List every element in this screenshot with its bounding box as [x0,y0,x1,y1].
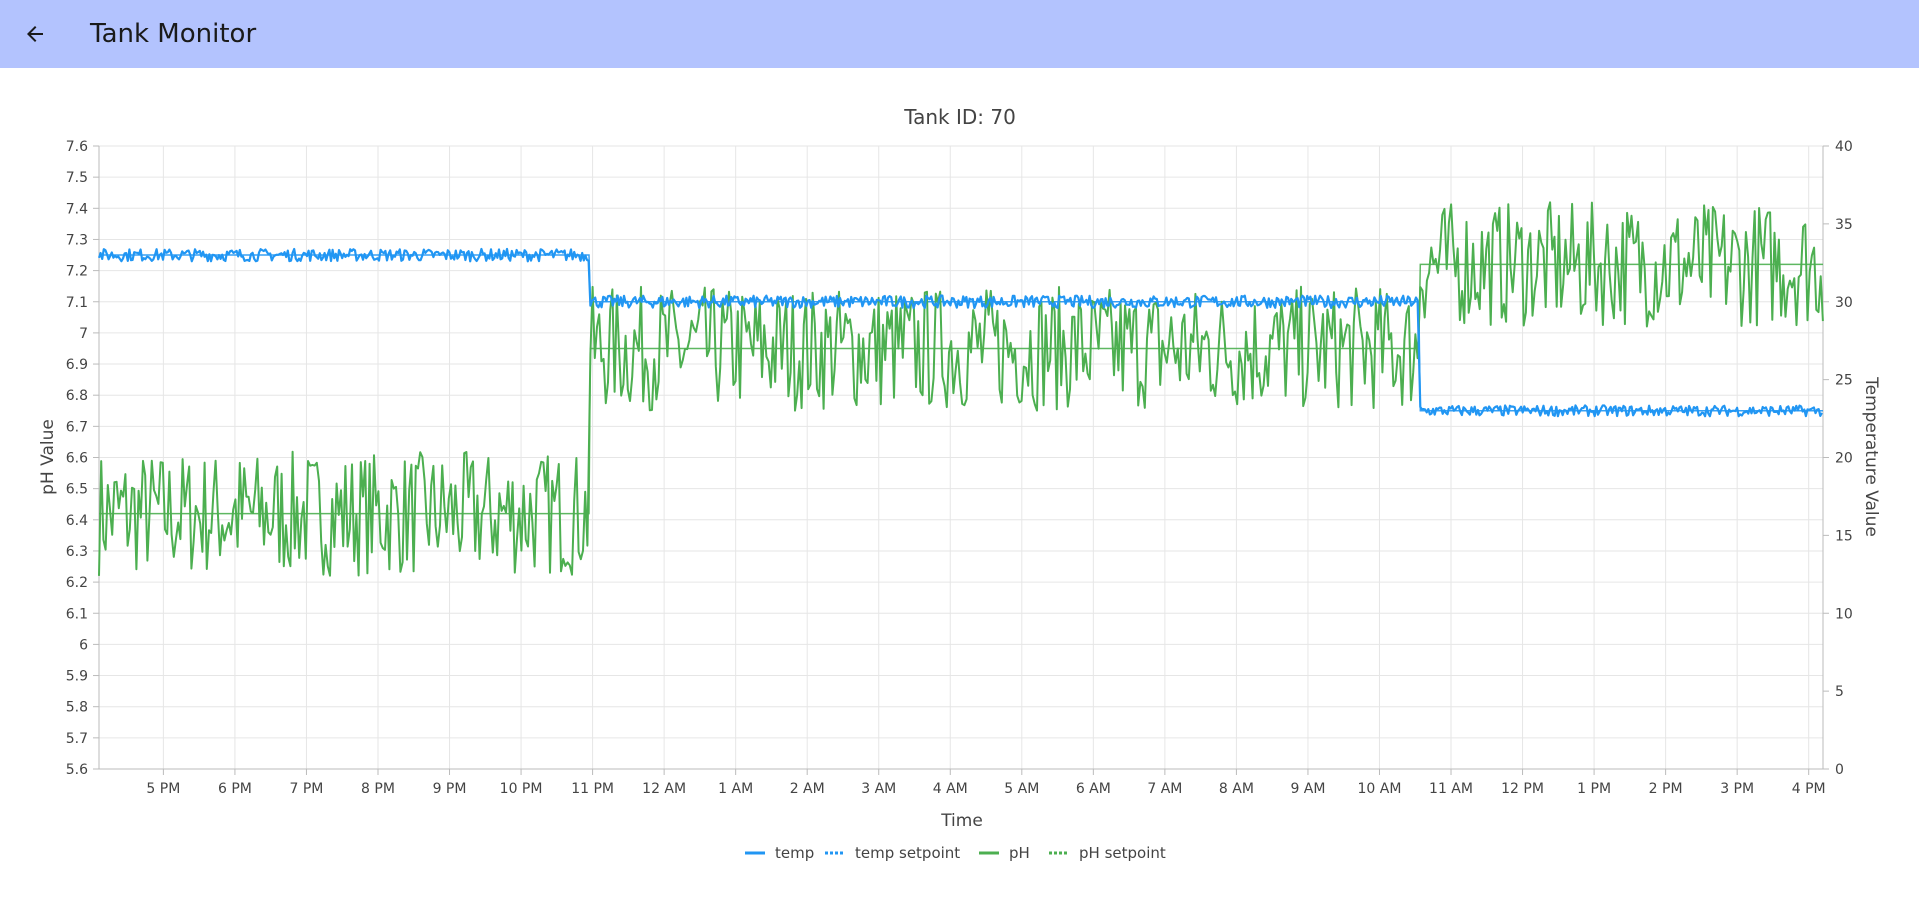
y-tick-label-left: 7.2 [66,264,88,280]
app-bar: Tank Monitor [0,0,1919,68]
chart-axes: 7.6 7.5 7.4 7.3 7.2 7.1 7 6.9 6.8 6.7 6.6 6.5 6.4 6.3… [66,139,1853,797]
y-tick-label-left: 7.4 [66,201,88,217]
x-tick-label: 1 AM [718,781,753,797]
y-tick-label-left: 7.3 [66,232,88,248]
y-tick-label-left: 7.6 [66,139,88,155]
x-tick-label: 9 PM [433,781,467,797]
legend-label: pH [1009,844,1030,862]
x-tick-label: 8 AM [1219,781,1254,797]
chart-title: Tank ID: 70 [903,105,1016,129]
x-tick-label: 4 AM [933,781,968,797]
x-tick-label: 11 PM [571,781,614,797]
tank-chart: Tank ID: 70 7.6 7.5 7.4 7.3 7.2 7.1 7 6.9 6.8 6.7… [38,105,1881,862]
chart-container: Tank ID: 70 7.6 7.5 7.4 7.3 7.2 7.1 7 6.9 6.8 6.7… [0,68,1919,904]
x-tick-label: 2 AM [790,781,825,797]
y-tick-label-left: 6.5 [66,482,88,498]
series-ph [98,201,1824,577]
x-tick-label: 7 PM [290,781,324,797]
y-tick-label-left: 6.7 [66,419,88,435]
x-tick-label: 5 PM [146,781,180,797]
x-tick-label: 12 AM [642,781,686,797]
series-ph-setpoint [99,263,1823,515]
y-tick-label-left: 6.9 [66,357,88,373]
x-tick-label: 11 AM [1429,781,1473,797]
x-tick-label: 3 PM [1720,781,1754,797]
legend-item-ph-setpoint: pH setpoint [1049,844,1166,862]
y-tick-label-right: 15 [1835,528,1853,544]
x-tick-label: 6 AM [1076,781,1111,797]
y-tick-label-left: 7.5 [66,170,88,186]
x-tick-label: 7 AM [1147,781,1182,797]
y-tick-label-left: 6.1 [66,606,88,622]
y-tick-label-right: 0 [1835,762,1844,778]
y-tick-label-right: 5 [1835,684,1844,700]
y-tick-label-left: 6.8 [66,388,88,404]
legend-label: temp [775,844,814,862]
x-tick-label: 3 AM [861,781,896,797]
series-temp [97,247,1823,418]
y-tick-label-left: 6.2 [66,575,88,591]
y-tick-label-right: 10 [1835,606,1853,622]
y-tick-label-left: 7 [79,326,88,342]
y-axis-label-right: Temperature Value [1861,376,1881,537]
x-tick-label: 12 PM [1501,781,1544,797]
page-title: Tank Monitor [90,19,257,49]
y-tick-label-left: 6.3 [66,544,88,560]
x-tick-label: 1 PM [1577,781,1611,797]
y-tick-label-left: 5.6 [66,762,88,778]
y-tick-label-left: 5.8 [66,700,88,716]
legend-item-temp: temp [745,844,814,862]
y-tick-label-left: 6.6 [66,451,88,467]
x-tick-label: 10 AM [1358,781,1402,797]
y-tick-label-left: 5.7 [66,731,88,747]
y-tick-label-left: 6.4 [66,513,88,529]
chart-series [97,201,1824,577]
back-button[interactable] [11,10,59,58]
x-axis-label: Time [940,811,983,831]
x-tick-label: 8 PM [361,781,395,797]
y-tick-label-left: 7.1 [66,295,88,311]
x-tick-label: 2 PM [1649,781,1683,797]
legend-item-ph: pH [979,844,1030,862]
y-tick-label-left: 5.9 [66,669,88,685]
x-tick-label: 10 PM [500,781,543,797]
x-tick-label: 9 AM [1290,781,1325,797]
y-tick-label-right: 20 [1835,451,1853,467]
legend-label: temp setpoint [855,844,960,862]
x-tick-label: 6 PM [218,781,252,797]
x-tick-label: 4 PM [1792,781,1826,797]
chart-legend: temp temp setpoint pH pH setpoint [745,844,1166,862]
y-tick-label-right: 35 [1835,217,1853,233]
y-tick-label-right: 30 [1835,295,1853,311]
y-tick-label-left: 6 [79,637,88,653]
arrow-left-icon [27,26,43,42]
x-tick-label: 5 AM [1004,781,1039,797]
legend-label: pH setpoint [1079,844,1166,862]
legend-item-temp-setpoint: temp setpoint [825,844,960,862]
chart-grid [99,145,1823,770]
y-axis-label-left: pH Value [38,419,58,495]
y-tick-label-right: 25 [1835,373,1853,389]
y-tick-label-right: 40 [1835,139,1853,155]
